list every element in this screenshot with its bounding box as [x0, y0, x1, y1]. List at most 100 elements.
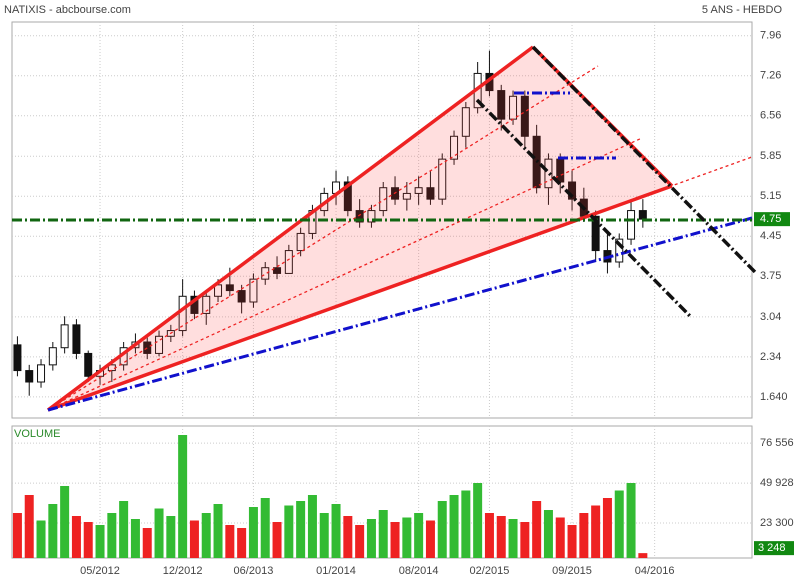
- y-tick-label: 1.640: [760, 391, 788, 403]
- volume-bar: [284, 505, 294, 558]
- volume-bar: [355, 525, 365, 558]
- candle-body: [426, 187, 435, 200]
- y-tick-label: 5.85: [760, 150, 781, 162]
- volume-bar: [343, 516, 353, 558]
- volume-bar: [437, 501, 447, 558]
- volume-bar: [119, 501, 129, 558]
- volume-bar: [378, 510, 388, 558]
- volume-bar: [614, 490, 624, 558]
- volume-bar: [24, 495, 34, 558]
- candle-body: [84, 352, 93, 377]
- candle-body: [638, 210, 647, 220]
- y-tick-label: 7.96: [760, 30, 781, 42]
- volume-bar: [260, 498, 270, 558]
- volume-bar: [60, 486, 70, 558]
- candle-body: [367, 210, 376, 223]
- volume-bar: [484, 513, 494, 558]
- volume-bar: [520, 522, 530, 558]
- candle-body: [355, 210, 364, 223]
- y-tick-label: 6.56: [760, 110, 781, 122]
- volume-bar: [154, 508, 164, 558]
- volume-bar: [95, 525, 105, 558]
- price-layer: [12, 22, 752, 418]
- candle-body: [497, 90, 506, 120]
- y-tick-label: 5.15: [760, 190, 781, 202]
- y-tick-label: 3.75: [760, 270, 781, 282]
- volume-bar: [390, 522, 400, 558]
- volume-bar: [166, 516, 176, 558]
- candle-body: [48, 347, 57, 366]
- volume-bar: [36, 520, 46, 558]
- candle-body: [461, 107, 470, 137]
- volume-bar: [307, 495, 317, 558]
- candle-body: [615, 238, 624, 263]
- candle-body: [155, 335, 164, 354]
- candle-body: [520, 95, 529, 137]
- volume-bar: [449, 495, 459, 558]
- volume-bar: [107, 513, 117, 558]
- volume-bar: [296, 501, 306, 558]
- volume-bar: [591, 505, 601, 558]
- volume-bar: [425, 520, 435, 558]
- candle-body: [438, 158, 447, 200]
- volume-bar: [237, 528, 247, 558]
- volume-bar: [331, 504, 341, 558]
- volume-bar: [626, 483, 636, 558]
- candle-body: [414, 187, 423, 194]
- last-volume-box: [754, 541, 794, 556]
- volume-bar: [579, 513, 589, 558]
- x-tick-label: 04/2016: [635, 565, 675, 577]
- volume-bar: [508, 519, 518, 558]
- volume-bar: [130, 519, 140, 558]
- volume-bar: [461, 490, 471, 558]
- volume-bar: [366, 519, 376, 558]
- y-tick-label: 49 928: [760, 477, 794, 489]
- trend-line: [531, 45, 757, 274]
- candle-body: [72, 324, 81, 354]
- volume-bar: [532, 501, 542, 558]
- candle-body: [249, 278, 258, 303]
- candle-body: [60, 324, 69, 349]
- candle-body: [284, 250, 293, 274]
- volume-bar: [567, 525, 577, 558]
- volume-bar: [142, 528, 152, 558]
- x-tick-label: 08/2014: [399, 565, 439, 577]
- candle-body: [25, 370, 34, 383]
- candle-body: [343, 181, 352, 212]
- volume-bar: [201, 513, 211, 558]
- volume-bar: [12, 513, 22, 558]
- trend-line: [46, 45, 535, 412]
- candle-body: [450, 135, 459, 160]
- volume-bar: [178, 435, 188, 558]
- volume-bar: [248, 507, 258, 558]
- last-volume-label: 3 248: [758, 542, 786, 554]
- candle-body: [37, 364, 46, 383]
- trend-line: [47, 216, 753, 412]
- trend-lines: [12, 45, 757, 412]
- volume-bar: [272, 522, 282, 558]
- volume-bar: [602, 498, 612, 558]
- chart-subtitle: 5 ANS - HEBDO: [702, 4, 783, 16]
- volume-bar: [83, 522, 93, 558]
- volume-bar: [496, 516, 506, 558]
- candle-body: [273, 267, 282, 274]
- chart-title: NATIXIS - abcbourse.com: [4, 4, 131, 16]
- candle-body: [544, 158, 553, 189]
- volume-bar: [543, 510, 553, 558]
- candle-body: [591, 215, 600, 252]
- volume-bar: [473, 483, 483, 558]
- trend-line: [475, 98, 692, 318]
- y-tick-label: 23 300: [760, 517, 794, 529]
- x-tick-label: 12/2012: [163, 565, 203, 577]
- volume-bar: [48, 504, 58, 558]
- y-tick-label: 3.04: [760, 311, 781, 323]
- candle-body: [237, 290, 246, 303]
- candle-body: [296, 232, 305, 252]
- volume-bar: [319, 513, 329, 558]
- x-tick-label: 09/2015: [552, 565, 592, 577]
- candle-body: [379, 187, 388, 212]
- x-tick-label: 01/2014: [316, 565, 356, 577]
- volume-bar: [225, 525, 235, 558]
